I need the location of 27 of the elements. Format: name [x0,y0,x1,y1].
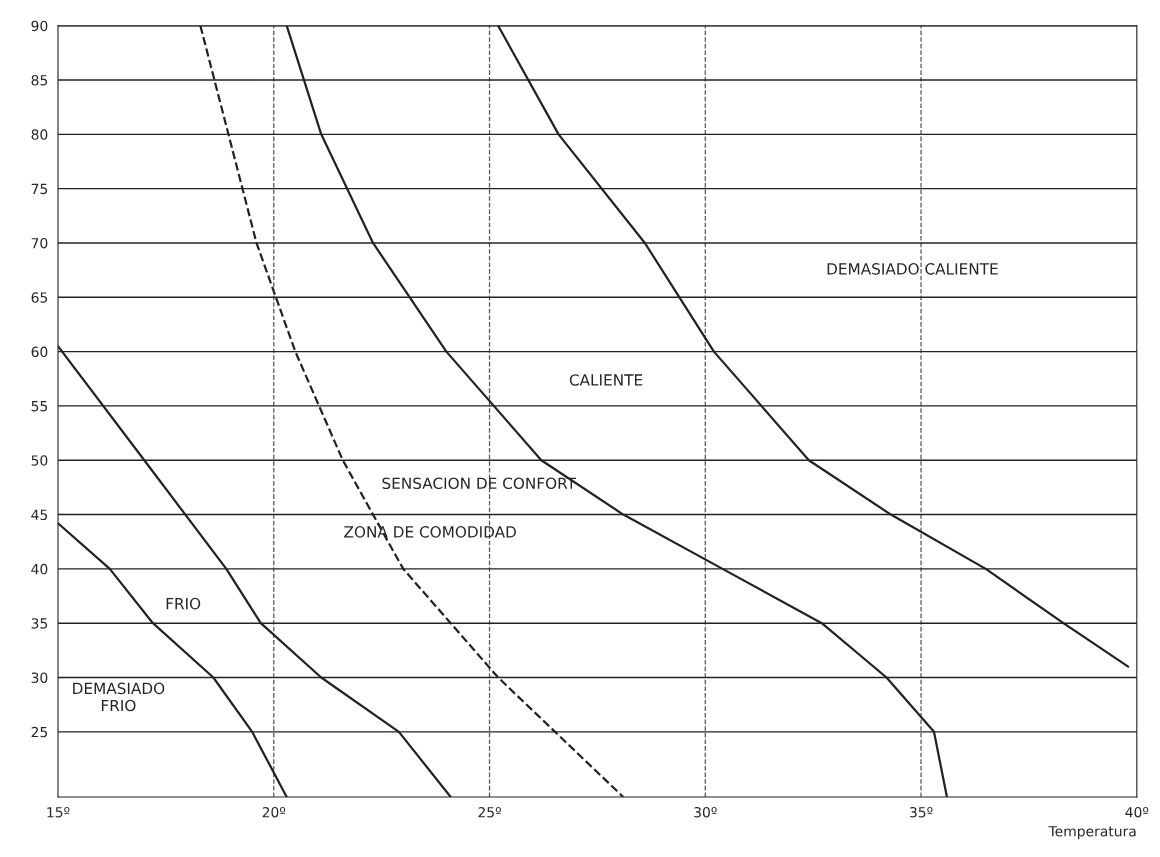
annotation: ZONA DE COMODIDAD [344,526,516,538]
annotation: FRIO [166,597,201,610]
annotation: SENSACION DE CONFORT [382,477,577,490]
y-tick-label: 45 [31,509,48,521]
x-tick-label: 30º [694,806,717,818]
y-tick-label: 30 [31,672,48,683]
y-tick-label: 55 [31,401,48,412]
x-tick-label: 20º [262,806,286,818]
y-tick-label: 35 [31,618,48,629]
y-tick-label: 25 [31,726,48,738]
x-axis-title: Temperatura [1048,826,1136,840]
y-tick-label: 70 [31,237,48,249]
y-tick-label: 90 [31,20,48,32]
y-tick-label: 50 [31,455,48,466]
y-tick-label: 40 [31,563,48,575]
annotation: DEMASIADO FRIO [73,682,165,712]
x-tick-label: 25º [478,806,501,818]
y-tick-label: 65 [31,292,48,303]
y-tick-label: 75 [31,183,48,195]
y-tick-label: 60 [31,346,48,358]
x-tick-label: 15º [47,806,70,818]
x-tick-label: 40º [1125,806,1149,818]
x-tick-label: 35º [909,806,933,818]
y-tick-label: 85 [31,75,48,86]
annotation: CALIENTE [569,374,643,386]
y-tick-label: 80 [31,129,48,140]
annotation: DEMASIADO CALIENTE [827,263,998,275]
